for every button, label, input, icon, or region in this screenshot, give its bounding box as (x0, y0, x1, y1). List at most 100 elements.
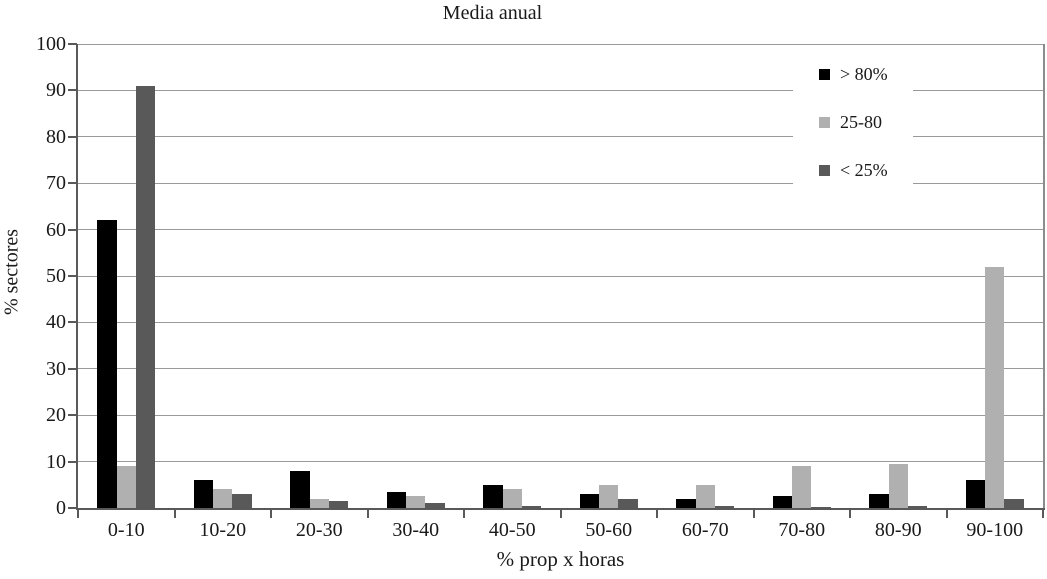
bar-50-60-series-1 (599, 485, 619, 508)
y-tick-label-30: 30 (46, 357, 66, 380)
bar-40-50-series-2 (521, 506, 542, 508)
gridline-30 (78, 368, 1043, 370)
y-tick-label-80: 80 (46, 125, 66, 148)
bar-0-10-series-2 (135, 86, 156, 508)
x-tick-6 (656, 510, 658, 518)
x-axis-line (76, 508, 1045, 510)
gridline-90 (78, 89, 1043, 91)
bar-60-70-series-2 (714, 506, 735, 508)
y-tick-label-90: 90 (46, 79, 66, 102)
legend-label: < 25% (840, 160, 888, 180)
bar-0-10-series-1 (116, 466, 136, 508)
x-category-label-40-50: 40-50 (488, 519, 536, 541)
bar-40-50-series-0 (483, 485, 503, 508)
bar-60-70-series-0 (676, 499, 696, 508)
y-tick-label-60: 60 (46, 218, 66, 241)
x-tick-4 (463, 510, 465, 518)
y-tick-90 (68, 89, 77, 92)
gridline-100 (78, 43, 1043, 45)
x-axis-title: % prop x horas (496, 547, 625, 571)
x-tick-9 (945, 510, 948, 518)
y-tick-label-10: 10 (46, 450, 66, 473)
bar-60-70-series-1 (695, 485, 715, 508)
bar-20-30-series-1 (309, 499, 329, 508)
y-tick-20 (68, 414, 77, 417)
plot-right-border (1043, 44, 1045, 508)
y-tick-50 (68, 275, 77, 277)
y-tick-40 (68, 321, 77, 324)
x-tick-5 (559, 510, 562, 518)
y-tick-10 (68, 460, 77, 463)
bar-90-100-series-0 (965, 480, 986, 508)
y-tick-label-100: 100 (36, 33, 66, 55)
bar-70-80-series-1 (792, 466, 812, 508)
x-tick-2 (270, 510, 272, 518)
x-tick-3 (366, 510, 369, 518)
legend-label: 25-80 (840, 112, 882, 132)
y-axis-line (76, 44, 78, 510)
bar-30-40-series-1 (406, 496, 426, 508)
bar-80-90-series-0 (869, 494, 889, 508)
x-category-label-30-40: 30-40 (392, 519, 440, 541)
bar-20-30-series-0 (290, 471, 310, 508)
x-category-label-0-10: 0-10 (107, 519, 145, 541)
bar-20-30-series-2 (328, 501, 349, 508)
x-category-label-90-100: 90-100 (966, 519, 1024, 541)
gridline-80 (78, 136, 1043, 138)
gridline-60 (78, 229, 1043, 231)
y-tick-label-0: 0 (56, 497, 66, 519)
gridline-50 (78, 275, 1043, 277)
plot-area (78, 43, 1045, 508)
x-tick-8 (849, 510, 851, 518)
legend-swatch-icon (819, 165, 830, 176)
bar-80-90-series-1 (888, 464, 908, 508)
x-tick-10 (1042, 510, 1044, 518)
gridline-10 (78, 461, 1043, 463)
bar-0-10-series-0 (97, 220, 117, 508)
y-tick-60 (68, 228, 77, 231)
y-tick-label-70: 70 (46, 172, 66, 195)
x-tick-0 (77, 510, 79, 518)
legend-swatch-icon (819, 117, 830, 128)
bar-90-100-series-1 (985, 267, 1005, 508)
chart-title: Media anual (442, 2, 543, 24)
bar-80-90-series-2 (907, 506, 928, 508)
x-tick-1 (173, 510, 176, 518)
bar-10-20-series-1 (213, 489, 233, 508)
x-category-label-10-20: 10-20 (199, 519, 247, 541)
bar-10-20-series-0 (193, 480, 214, 508)
legend-item-2: < 25% (819, 160, 913, 181)
legend-item-0: > 80% (819, 64, 913, 85)
x-category-label-80-90: 80-90 (874, 519, 922, 541)
bar-70-80-series-2 (811, 507, 831, 508)
y-tick-label-50: 50 (46, 265, 66, 287)
bar-30-40-series-0 (386, 492, 407, 508)
x-category-label-20-30: 20-30 (295, 519, 343, 541)
bar-30-40-series-2 (425, 503, 445, 508)
y-tick-30 (68, 367, 77, 370)
bar-40-50-series-1 (502, 489, 522, 508)
y-tick-label-20: 20 (46, 404, 66, 427)
y-tick-100 (68, 43, 77, 45)
x-category-label-60-70: 60-70 (681, 519, 729, 541)
legend: > 80% 25-80 < 25% (793, 48, 913, 192)
legend-swatch-icon (819, 69, 830, 80)
gridline-20 (78, 414, 1043, 416)
x-tick-7 (752, 510, 755, 518)
gridline-40 (78, 321, 1043, 323)
x-category-label-50-60: 50-60 (585, 519, 633, 541)
gridline-70 (78, 182, 1043, 184)
y-tick-80 (68, 135, 77, 138)
bar-90-100-series-2 (1004, 499, 1024, 508)
legend-label: > 80% (840, 64, 888, 84)
y-tick-0 (68, 507, 77, 509)
x-category-label-70-80: 70-80 (778, 519, 826, 541)
y-tick-label-40: 40 (46, 311, 66, 334)
bar-50-60-series-2 (618, 499, 638, 508)
bar-50-60-series-0 (579, 494, 600, 508)
y-tick-70 (68, 182, 77, 185)
bar-10-20-series-2 (232, 494, 252, 508)
bar-70-80-series-0 (772, 496, 793, 508)
legend-item-1: 25-80 (819, 112, 913, 133)
